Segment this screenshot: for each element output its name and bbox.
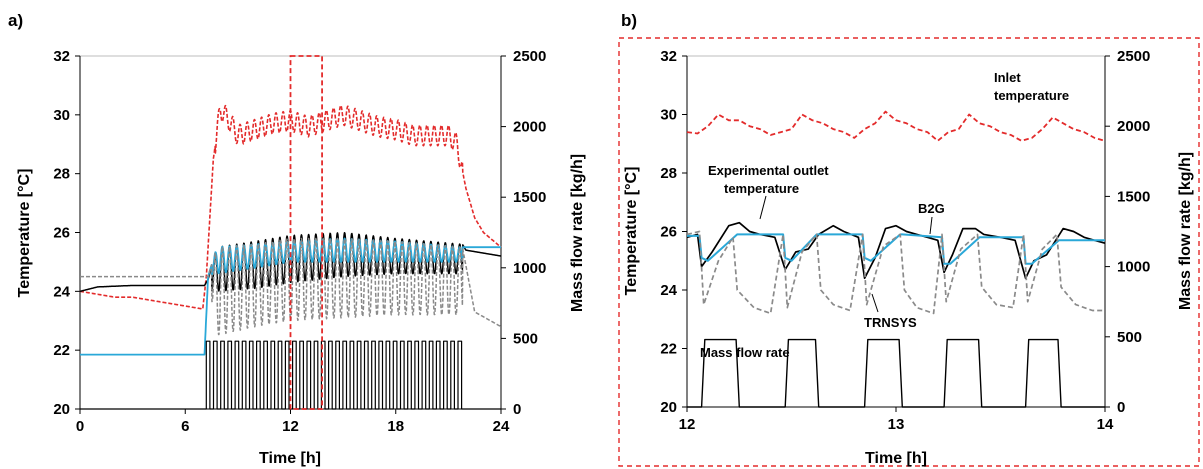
panel-a-y2-tick-label: 500 xyxy=(513,330,538,347)
annotation-outlet-pointer xyxy=(759,195,767,220)
panel-a-y2-tick-label: 0 xyxy=(513,401,521,418)
panel-a-x-tick-label: 12 xyxy=(282,418,299,435)
panel-b-inlet-temperature-line xyxy=(686,110,1106,142)
panel-b-y-tick-label: 20 xyxy=(660,399,677,416)
panel-a-y-tick-label: 24 xyxy=(53,283,70,300)
panel-b-y-label: Temperature [°C] xyxy=(623,167,640,296)
panel-a-y2-tick-label: 2000 xyxy=(513,119,546,136)
panel-a: a) 0 6 12 18 24 20 22 24 26 28 30 32 0 500 1000 1500 200… xyxy=(8,11,586,467)
panel-b-label: b) xyxy=(621,11,637,30)
panel-b-mass-flow-line xyxy=(687,338,1105,408)
panel-b-y-tick-label: 24 xyxy=(660,282,677,299)
panel-b-y2-tick-label: 2000 xyxy=(1117,118,1150,135)
annotation-inlet-2: temperature xyxy=(994,88,1069,103)
panel-b-y2-tick-label: 1500 xyxy=(1117,188,1150,205)
annotation-inlet: Inlet xyxy=(994,70,1021,85)
panel-b-y2-tick-label: 2500 xyxy=(1117,48,1150,65)
panel-b-y2-tick-label: 500 xyxy=(1117,329,1142,346)
panel-a-y-label: Temperature [°C] xyxy=(16,169,33,298)
panel-a-x-tick-label: 18 xyxy=(387,418,404,435)
panel-b-trnsys-line xyxy=(686,230,1105,315)
panel-b-y-tick-label: 30 xyxy=(660,107,677,124)
annotation-mass-flow: Mass flow rate xyxy=(700,345,790,360)
panel-a-y2-tick-label: 1500 xyxy=(513,189,546,206)
panel-b-ticks: 12 13 14 20 22 24 26 28 30 32 0 500 1000 1500 2000 2500 xyxy=(660,48,1150,433)
panel-b-y2-tick-label: 1000 xyxy=(1117,259,1150,276)
panel-a-outlet-temperature-line xyxy=(79,231,502,293)
annotation-b2g-pointer xyxy=(929,216,933,235)
annotation-trnsys: TRNSYS xyxy=(864,315,917,330)
panel-a-y-tick-label: 22 xyxy=(53,342,70,359)
panel-a-mass-flow-line xyxy=(80,340,501,410)
panel-b-zoom-frame xyxy=(618,37,1200,467)
panel-a-ticks: 0 6 12 18 24 20 22 24 26 28 30 32 0 500 1000 1500 2000 25… xyxy=(53,48,546,435)
panel-a-x-tick-label: 24 xyxy=(493,418,510,435)
panel-a-y2-label: Mass flow rate [kg/h] xyxy=(569,154,586,312)
panel-b: b) 12 13 14 20 22 24 26 28 30 32 0 500 1000 1500 2000 2… xyxy=(618,11,1200,467)
panel-b-x-label: Time [h] xyxy=(865,450,927,467)
annotation-b2g: B2G xyxy=(918,201,945,216)
panel-a-y2-tick-label: 2500 xyxy=(513,48,546,65)
annotation-trnsys-pointer xyxy=(871,293,879,313)
panel-a-x-tick-label: 0 xyxy=(76,418,84,435)
panel-b-y-tick-label: 22 xyxy=(660,341,677,358)
panel-a-zoom-highlight xyxy=(289,55,323,410)
panel-a-x-label: Time [h] xyxy=(259,450,321,467)
panel-a-y-tick-label: 28 xyxy=(53,166,70,183)
panel-b-x-tick-label: 12 xyxy=(679,416,696,433)
panel-a-label: a) xyxy=(8,11,23,30)
panel-b-x-tick-label: 14 xyxy=(1097,416,1114,433)
panel-b-x-tick-label: 13 xyxy=(888,416,905,433)
panel-b-y2-label: Mass flow rate [kg/h] xyxy=(1177,152,1194,310)
panel-a-y-tick-label: 32 xyxy=(53,48,70,65)
annotation-outlet-2: temperature xyxy=(724,181,799,196)
panel-a-x-tick-label: 6 xyxy=(181,418,189,435)
panel-b-y-tick-label: 26 xyxy=(660,224,677,241)
panel-b-y-tick-label: 28 xyxy=(660,165,677,182)
panel-a-y-tick-label: 30 xyxy=(53,107,70,124)
annotation-outlet: Experimental outlet xyxy=(708,163,829,178)
panel-a-series xyxy=(79,55,502,410)
panel-a-y-tick-label: 20 xyxy=(53,401,70,418)
panel-b-y2-tick-label: 0 xyxy=(1117,399,1125,416)
panel-a-y-tick-label: 26 xyxy=(53,225,70,242)
panel-b-series xyxy=(686,110,1106,408)
panel-b-y-tick-label: 32 xyxy=(660,48,677,65)
panel-a-y2-tick-label: 1000 xyxy=(513,260,546,277)
panel-b-outlet-temperature-line xyxy=(686,221,1106,280)
